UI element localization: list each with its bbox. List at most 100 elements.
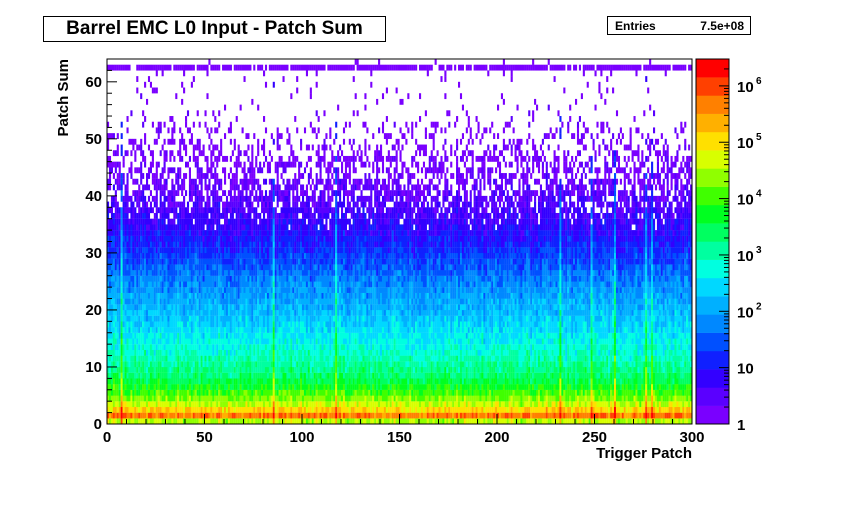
heatmap-cell [202,287,205,293]
heatmap-cell [167,235,170,242]
heatmap-cell [255,372,258,379]
heatmap-cell [298,287,301,293]
heatmap-cell [210,332,213,339]
heatmap-cell [159,195,162,202]
heatmap-cell [122,241,125,248]
heatmap-cell [307,281,310,288]
heatmap-cell [222,275,225,282]
heatmap-cell [266,349,269,356]
heatmap-cell [198,144,201,151]
heatmap-cell [257,138,260,145]
heatmap-cell [124,258,127,265]
heatmap-cell [313,418,316,425]
heatmap-cell [165,378,168,385]
heatmap-cell [190,281,193,288]
heatmap-cell [171,258,174,265]
heatmap-cell [261,275,264,282]
heatmap-cell [177,258,180,265]
heatmap-cell [120,121,123,128]
heatmap-cell [153,366,156,373]
heatmap-cell [220,241,223,248]
heatmap-cell [161,412,164,419]
heatmap-cell [142,184,145,191]
heatmap-cell [198,327,201,333]
heatmap-cell [259,275,262,282]
heatmap-cell [270,384,273,390]
heatmap-cell [138,201,141,208]
heatmap-cell [235,184,238,191]
heatmap-cell [307,418,310,425]
heatmap-cell [130,167,133,174]
heatmap-cell [225,218,229,225]
heatmap-cell [257,321,260,328]
heatmap-cell [309,309,312,316]
heatmap-cell [134,327,137,333]
heatmap-cell [290,275,293,282]
heatmap-cell [185,235,188,242]
heatmap-cell [233,270,236,276]
heatmap-cell [110,344,113,351]
heatmap-cell [288,287,291,293]
heatmap-cell [235,161,238,168]
heatmap-cell [171,287,174,293]
heatmap-cell [116,384,119,390]
heatmap-cell [190,401,193,408]
heatmap-cell [255,355,258,362]
heatmap-cell [112,224,115,231]
heatmap-cell [196,275,199,282]
heatmap-cell [218,361,221,368]
heatmap-cell [249,298,252,305]
heatmap-cell [247,195,250,202]
heatmap-cell [239,201,242,208]
heatmap-cell [263,309,266,316]
heatmap-cell [110,332,113,339]
heatmap-cell [305,161,308,168]
heatmap-cell [110,212,113,219]
heatmap-cell [303,190,307,197]
heatmap-cell [270,287,273,293]
heatmap-cell [146,270,149,276]
heatmap-cell [227,224,230,231]
heatmap-cell [313,252,316,259]
heatmap-cell [263,207,266,214]
heatmap-cell [151,395,154,402]
heatmap-cell [107,332,110,339]
heatmap-cell [200,212,203,219]
heatmap-cell [266,292,269,299]
heatmap-cell [171,349,174,356]
heatmap-cell [305,264,308,271]
heatmap-cell [214,292,217,299]
heatmap-cell [107,389,110,396]
heatmap-cell [163,252,166,259]
heatmap-cell [261,327,264,333]
heatmap-cell [157,372,160,379]
heatmap-cell [108,327,112,333]
heatmap-cell [173,344,176,351]
heatmap-cell [196,389,199,396]
heatmap-cell [183,321,186,328]
heatmap-cell [237,355,240,362]
heatmap-cell [112,412,115,419]
heatmap-cell [317,349,320,356]
heatmap-cell [214,235,217,242]
heatmap-cell [286,201,289,208]
heatmap-cell [208,338,211,345]
heatmap-cell [286,406,289,413]
heatmap-cell [292,292,295,299]
heatmap-cell [212,384,215,390]
heatmap-cell [272,344,275,351]
heatmap-cell [284,361,287,368]
heatmap-cell [124,406,127,413]
heatmap-cell [270,327,273,333]
heatmap-cell [245,418,248,425]
heatmap-cell [237,344,240,351]
heatmap-cell [212,292,215,299]
heatmap-cell [116,224,119,231]
heatmap-cell [206,201,209,208]
heatmap-cell [196,349,199,356]
heatmap-cell [126,327,129,333]
heatmap-cell [220,144,223,151]
heatmap-cell [288,298,291,305]
heatmap-cell [264,378,268,385]
heatmap-cell [224,389,227,396]
